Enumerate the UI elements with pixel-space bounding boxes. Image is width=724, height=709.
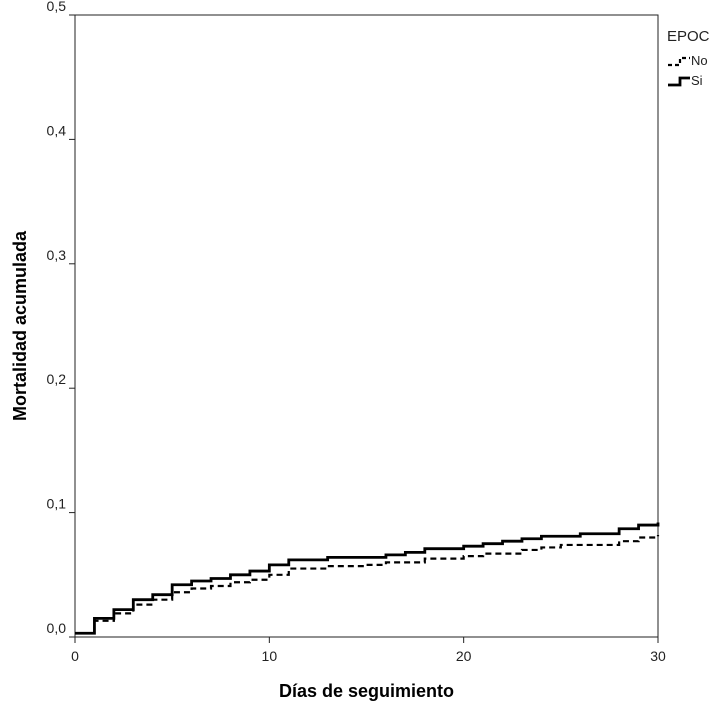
series-layer [75, 522, 660, 635]
y-axis-title: Mortalidad acumulada [10, 230, 30, 421]
y-tick-label: 0,3 [47, 247, 67, 263]
legend-label-no: No [691, 53, 708, 68]
x-tick-label: 30 [650, 648, 666, 664]
plot-area [74, 14, 659, 638]
x-tick-label: 10 [262, 648, 278, 664]
y-tick-label: 0,5 [47, 0, 67, 14]
legend-label-si: Si [691, 73, 703, 88]
x-tick-label: 0 [71, 648, 79, 664]
y-tick-label: 0,1 [47, 496, 67, 512]
legend: EPOC No Si [667, 28, 710, 88]
legend-swatch-no [668, 56, 690, 67]
y-tick-label: 0,4 [47, 122, 67, 138]
y-tick-label: 0,0 [47, 620, 67, 636]
legend-swatch-si [668, 76, 690, 87]
x-tick-label: 20 [456, 648, 472, 664]
series-line-si [75, 522, 660, 635]
x-axis: 0 10 20 30 [71, 637, 666, 664]
y-tick-label: 0,2 [47, 371, 67, 387]
y-axis: 0,0 0,1 0,2 0,3 0,4 0,5 [47, 0, 75, 638]
x-axis-title: Días de seguimiento [279, 681, 454, 701]
legend-title: EPOC [667, 28, 710, 45]
